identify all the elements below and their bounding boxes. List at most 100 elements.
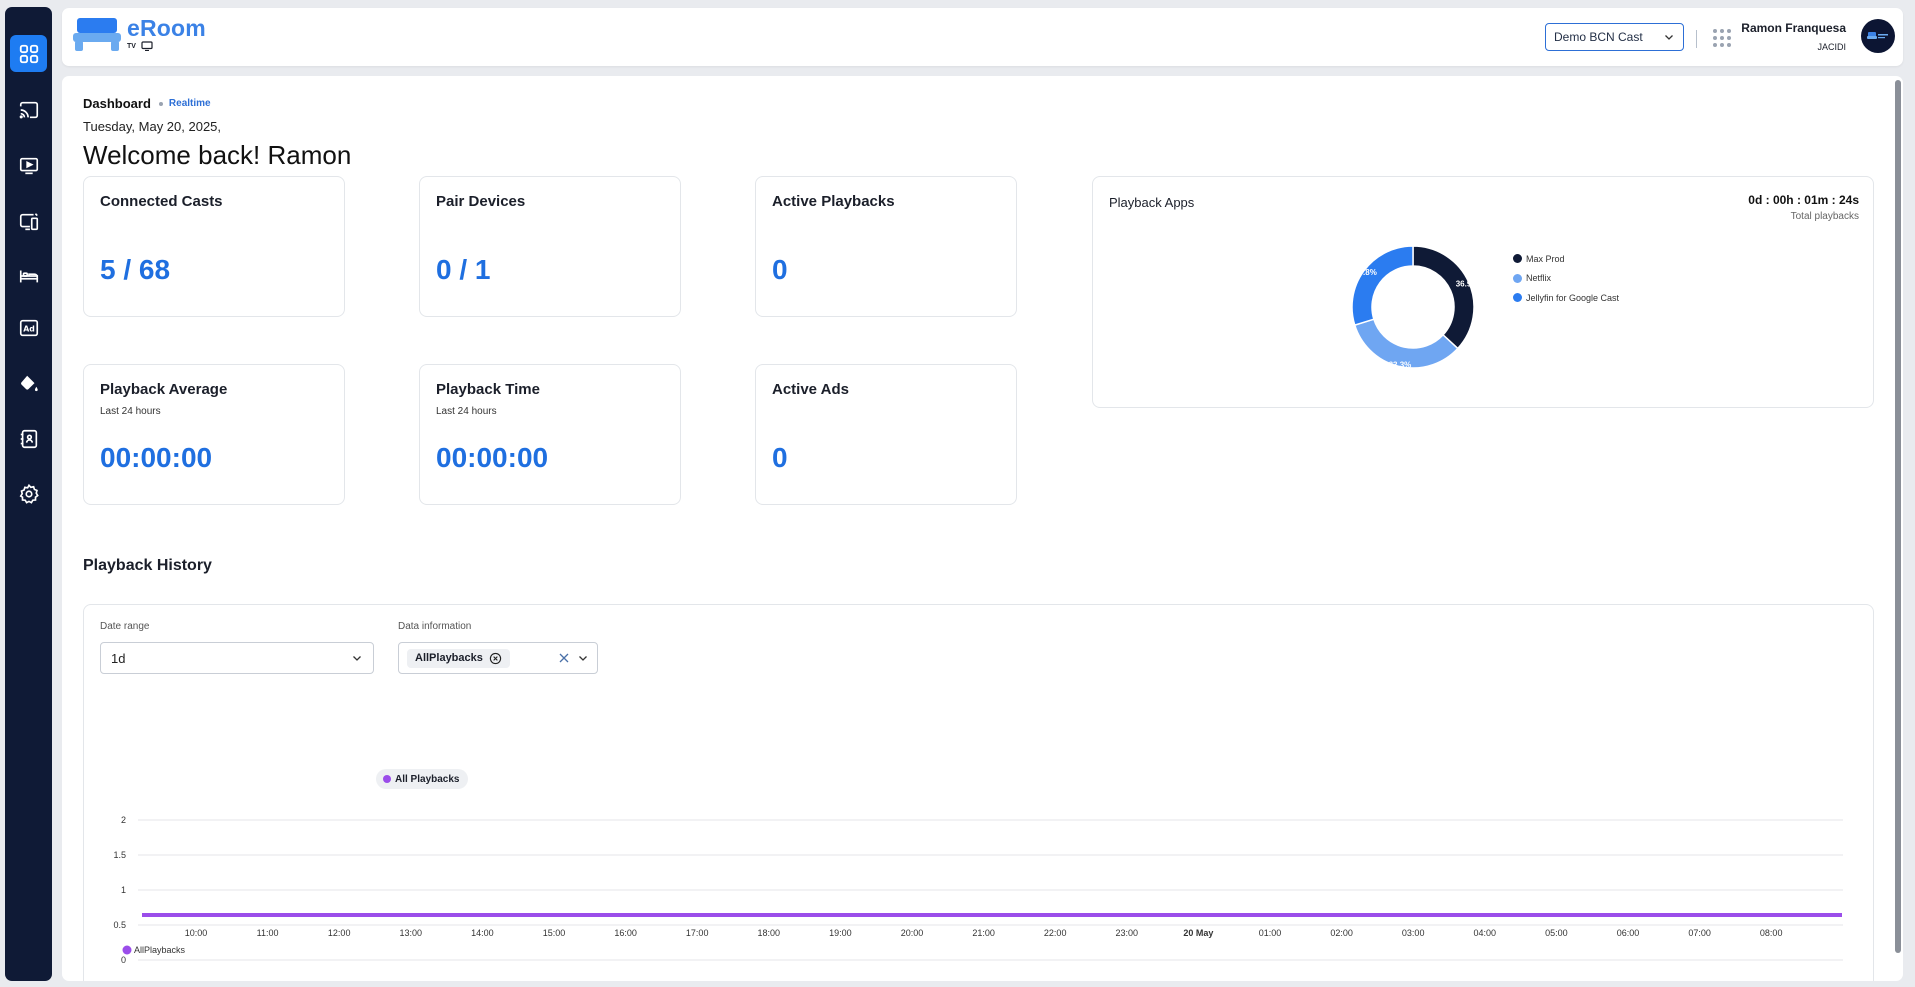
y-tick-label: 0 (121, 955, 126, 965)
app-logo[interactable]: eRoom TV (73, 15, 206, 51)
card-active-playbacks: Active Playbacks 0 (755, 176, 1017, 317)
remove-chip-icon[interactable] (489, 652, 502, 665)
x-tick-label: 05:00 (1545, 928, 1568, 938)
sidebar-item-casts[interactable] (10, 91, 47, 128)
paint-bucket-icon (20, 375, 38, 391)
donut-slice-label: 29.8% (1354, 268, 1377, 277)
series-chip: AllPlaybacks (407, 648, 510, 668)
y-tick-label: 0.5 (113, 920, 126, 930)
playback-history-line-chart: 0 0.5 1 1.5 2 (113, 815, 1843, 965)
brand-sub: TV (127, 42, 136, 50)
legend-swatch (1513, 273, 1522, 283)
date-range-value: 1d (111, 650, 126, 666)
cast-icon (19, 101, 38, 118)
bed-icon (19, 270, 38, 282)
sidebar: Ad (5, 7, 52, 981)
card-title: Playback Time (436, 381, 540, 398)
donut-slice[interactable] (1351, 245, 1414, 327)
card-title: Active Ads (772, 381, 849, 398)
header-divider (1696, 30, 1697, 48)
card-value: 00:00:00 (100, 442, 213, 473)
card-connected-casts: Connected Casts 5 / 68 (83, 176, 345, 317)
legend-label: Jellyfin for Google Cast (1526, 292, 1620, 303)
legend-label: Netflix (1526, 273, 1552, 284)
brand-name: eRoom (127, 15, 206, 41)
cast-selector-value: Demo BCN Cast (1554, 30, 1643, 44)
line-legend-label[interactable]: AllPlaybacks (134, 945, 186, 955)
x-tick-label: 22:00 (1044, 928, 1067, 938)
sidebar-item-rooms[interactable] (10, 257, 47, 294)
series-chip-label: AllPlaybacks (415, 652, 483, 664)
playback-apps-title: Playback Apps (1109, 195, 1195, 210)
line-legend-swatch (122, 945, 132, 955)
sidebar-item-dashboard[interactable] (10, 35, 47, 72)
total-playback-label: Total playbacks (1790, 211, 1859, 222)
x-tick-label: 18:00 (758, 928, 781, 938)
x-tick-label: 19:00 (829, 928, 852, 938)
sidebar-item-playbacks[interactable] (10, 147, 47, 184)
x-tick-label: 07:00 (1688, 928, 1711, 938)
scrollbar[interactable] (1895, 80, 1901, 953)
cast-selector[interactable]: Demo BCN Cast (1545, 23, 1684, 51)
sidebar-item-ads[interactable]: Ad (10, 309, 47, 346)
chevron-down-icon[interactable] (577, 652, 589, 664)
playback-history-title: Playback History (83, 557, 212, 574)
card-title: Active Playbacks (772, 193, 895, 210)
sidebar-item-devices[interactable] (10, 203, 47, 240)
x-tick-label: 02:00 (1330, 928, 1353, 938)
playback-apps-legend: Max Prod Netflix Jellyfin for Google Cast (1513, 249, 1619, 308)
clear-icon[interactable] (557, 651, 571, 665)
total-playback-duration: 0d : 00h : 01m : 24s (1748, 193, 1859, 207)
donut-slice-label: 36.9% (1456, 279, 1479, 288)
donut-slice[interactable] (1412, 245, 1475, 350)
y-tick-label: 1 (121, 885, 126, 895)
legend-swatch (1513, 293, 1522, 303)
legend-item[interactable]: Jellyfin for Google Cast (1513, 288, 1619, 308)
legend-label: Max Prod (1526, 253, 1565, 264)
date-range-select[interactable]: 1d (100, 642, 374, 674)
user-name: Ramon Franquesa (1741, 21, 1846, 35)
sidebar-item-contacts[interactable] (10, 420, 47, 457)
card-subtitle: Last 24 hours (100, 406, 161, 417)
donut-slice-label: 33.3% (1389, 361, 1412, 370)
tv-icon (141, 41, 153, 51)
data-info-label: Data information (398, 621, 472, 632)
playback-history-x-axis: 10:00 11:00 12:00 13:00 14:00 15:00 16:00 17:00… (122, 913, 1842, 955)
breadcrumb-separator (158, 101, 163, 106)
x-tick-label: 20:00 (901, 928, 924, 938)
playback-history-card (83, 604, 1874, 981)
legend-item[interactable]: Netflix (1513, 269, 1619, 289)
sidebar-item-themes[interactable] (10, 365, 47, 402)
legend-swatch (1513, 254, 1522, 264)
apps-grid-icon[interactable] (1713, 29, 1731, 47)
chevron-down-icon (353, 656, 361, 661)
x-tick-label: 10:00 (185, 928, 208, 938)
card-title: Playback Average (100, 381, 228, 398)
data-info-select[interactable]: AllPlaybacks (398, 642, 598, 674)
bed-logo-icon (73, 18, 121, 51)
x-tick-label: 20 May (1183, 928, 1213, 938)
x-tick-label: 01:00 (1259, 928, 1282, 938)
chevron-down-icon (1665, 35, 1673, 40)
top-header: eRoom TV Demo BCN Cast Ramon Franquesa J… (62, 8, 1903, 66)
card-value: 0 / 1 (436, 254, 491, 285)
x-tick-label: 16:00 (614, 928, 637, 938)
settings-icon (19, 483, 39, 504)
avatar[interactable] (1861, 19, 1895, 53)
user-organization: JACIDI (1817, 42, 1846, 52)
card-value: 0 (772, 254, 788, 285)
series-toggle-pill[interactable]: All Playbacks (376, 769, 469, 789)
realtime-badge[interactable]: Realtime (168, 98, 211, 109)
svg-text:Ad: Ad (23, 324, 35, 333)
ads-icon: Ad (19, 319, 38, 336)
card-title: Pair Devices (436, 193, 526, 210)
sidebar-item-settings[interactable] (10, 475, 47, 512)
playback-icon (19, 157, 38, 174)
card-pair-devices: Pair Devices 0 / 1 (419, 176, 681, 317)
card-playback-time: Playback Time Last 24 hours 00:00:00 (419, 364, 681, 505)
x-tick-label: 06:00 (1617, 928, 1640, 938)
card-value: 0 (772, 442, 788, 473)
legend-item[interactable]: Max Prod (1513, 249, 1619, 269)
card-title: Connected Casts (100, 193, 223, 210)
x-tick-label: 23:00 (1116, 928, 1139, 938)
